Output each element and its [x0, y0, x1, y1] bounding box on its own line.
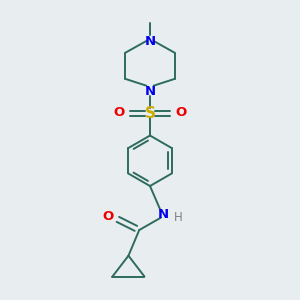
- Text: H: H: [174, 211, 183, 224]
- Text: N: N: [158, 208, 169, 220]
- Text: O: O: [102, 210, 113, 223]
- Text: O: O: [176, 106, 187, 118]
- Text: N: N: [144, 85, 156, 98]
- Text: O: O: [113, 106, 124, 118]
- Text: S: S: [145, 106, 155, 121]
- Text: N: N: [144, 34, 156, 47]
